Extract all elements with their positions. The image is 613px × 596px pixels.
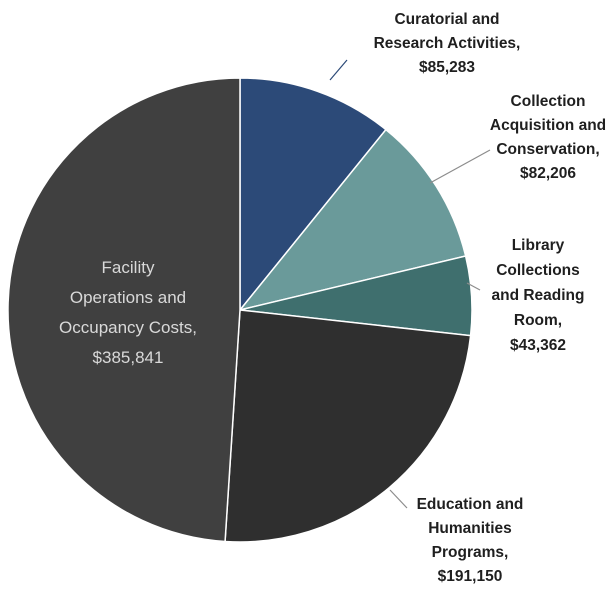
slice-label-4-line-3: $385,841 (93, 348, 164, 367)
leader-line-2 (466, 282, 481, 291)
leader-line-3 (389, 489, 408, 509)
slice-label-4-line-2: Occupancy Costs, (59, 318, 197, 337)
leader-line-1 (429, 149, 491, 184)
slice-labels: Curatorial and Research Activities, $85,28… (59, 11, 606, 585)
slice-label-0-line-0: Curatorial and (394, 11, 499, 28)
slice-label-4: Facility Operations and Occupancy Costs, $3… (59, 258, 197, 367)
pie-slice-0 (239, 77, 387, 313)
slice-label-1-line-3: $82,206 (520, 165, 576, 182)
slice-label-0-line-1: Research Activities, (374, 35, 521, 52)
slice-label-2-line-4: $43,362 (510, 337, 566, 354)
slice-label-2-line-2: and Reading (491, 287, 584, 304)
slice-label-0-line-2: $85,283 (419, 59, 475, 76)
pie-slices (7, 77, 473, 543)
slice-label-3-line-3: $191,150 (438, 568, 503, 585)
pie-slice-1 (238, 128, 467, 312)
slice-label-4-line-1: Operations and (70, 288, 186, 307)
slice-label-3-line-0: Education and (417, 496, 524, 513)
slice-label-2-line-0: Library (512, 237, 565, 254)
slice-label-3: Education and Humanities Programs, $191,150 (417, 496, 524, 585)
pie-slice-3 (224, 309, 472, 543)
slice-label-1: Collection Acquisition and Conservation, $8… (490, 93, 606, 182)
pie-slice-4 (7, 77, 241, 543)
leader-lines (329, 59, 491, 509)
slice-label-2-line-3: Room, (514, 312, 562, 329)
slice-label-1-line-1: Acquisition and (490, 117, 606, 134)
slice-label-2: Library Collections and Reading Room, $43,36… (491, 237, 584, 354)
slice-label-1-line-0: Collection (511, 93, 586, 110)
slice-label-3-line-2: Programs, (432, 544, 509, 561)
slice-label-4-line-0: Facility (102, 258, 155, 277)
leader-line-0 (329, 59, 348, 81)
slice-label-0: Curatorial and Research Activities, $85,28… (374, 11, 521, 76)
slice-label-1-line-2: Conservation, (496, 141, 599, 158)
slice-label-3-line-1: Humanities (428, 520, 512, 537)
slice-label-2-line-1: Collections (496, 262, 580, 279)
